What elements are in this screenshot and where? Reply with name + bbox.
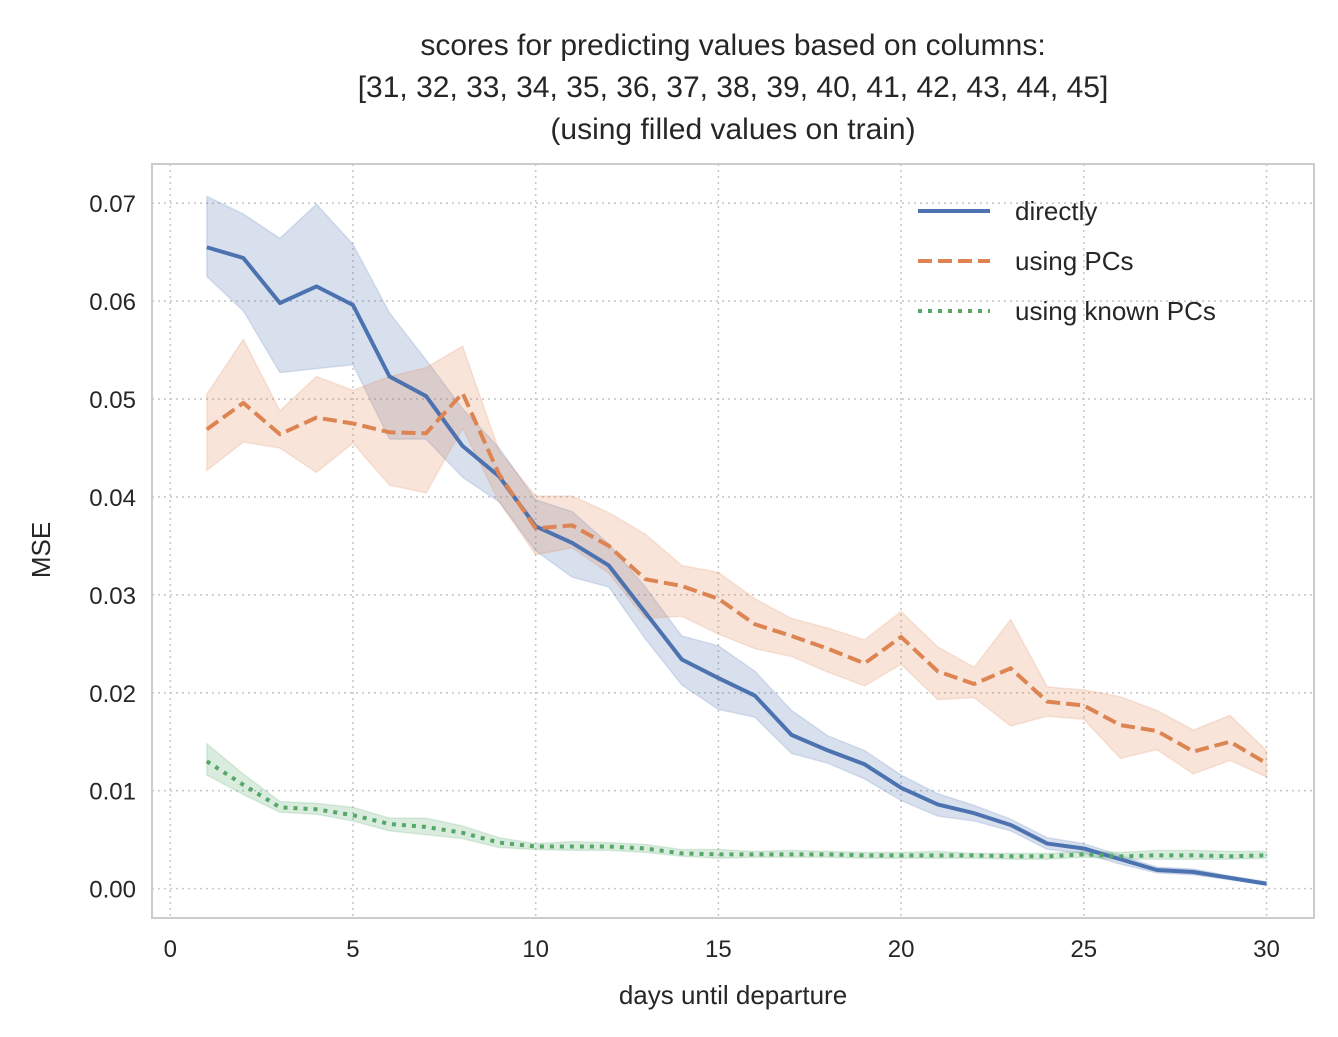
x-tick-label: 5: [346, 936, 359, 963]
x-tick-label: 10: [522, 936, 549, 963]
plot-area: [151, 163, 1315, 919]
series-line-directly: [206, 245, 1267, 886]
y-tick-label: 0.06: [89, 289, 136, 316]
chart-title-line-3: (using filled values on train): [550, 113, 915, 146]
y-tick-label: 0.02: [89, 681, 136, 708]
y-axis-ticks: 0.00 0.01 0.02 0.03 0.04 0.05 0.06 0.07: [89, 191, 136, 903]
y-tick-label: 0.07: [89, 191, 136, 218]
x-axis-label: days until departure: [619, 980, 847, 1010]
x-tick-label: 15: [705, 936, 732, 963]
x-axis-ticks: 0 5 10 15 20 25 30: [164, 936, 1280, 963]
legend: directly using PCs using known PCs: [918, 196, 1216, 326]
legend-label-using-pcs: using PCs: [1015, 246, 1134, 276]
y-tick-label: 0.00: [89, 877, 136, 904]
series-line-using-known-pcs: [205, 759, 1267, 859]
x-tick-label: 25: [1070, 936, 1097, 963]
confidence-bands: [206, 195, 1268, 886]
confidence-band-using-known-pcs: [206, 742, 1268, 860]
y-tick-label: 0.04: [89, 485, 136, 512]
y-tick-label: 0.05: [89, 387, 136, 414]
y-tick-label: 0.03: [89, 583, 136, 610]
chart-title-line-1: scores for predicting values based on co…: [420, 29, 1045, 62]
series-line-using-pcs: [205, 391, 1268, 766]
x-tick-label: 30: [1253, 936, 1280, 963]
x-tick-label: 20: [888, 936, 915, 963]
confidence-band-directly: [206, 195, 1268, 886]
legend-label-using-known-pcs: using known PCs: [1015, 296, 1216, 326]
chart-title-line-2: [31, 32, 33, 34, 35, 36, 37, 38, 39, 40,…: [358, 71, 1109, 104]
series-lines: [205, 245, 1268, 886]
confidence-band-using-pcs: [206, 337, 1268, 779]
y-axis-label: MSE: [26, 522, 56, 578]
y-tick-label: 0.01: [89, 779, 136, 806]
legend-label-directly: directly: [1015, 196, 1097, 226]
x-tick-label: 0: [164, 936, 177, 963]
